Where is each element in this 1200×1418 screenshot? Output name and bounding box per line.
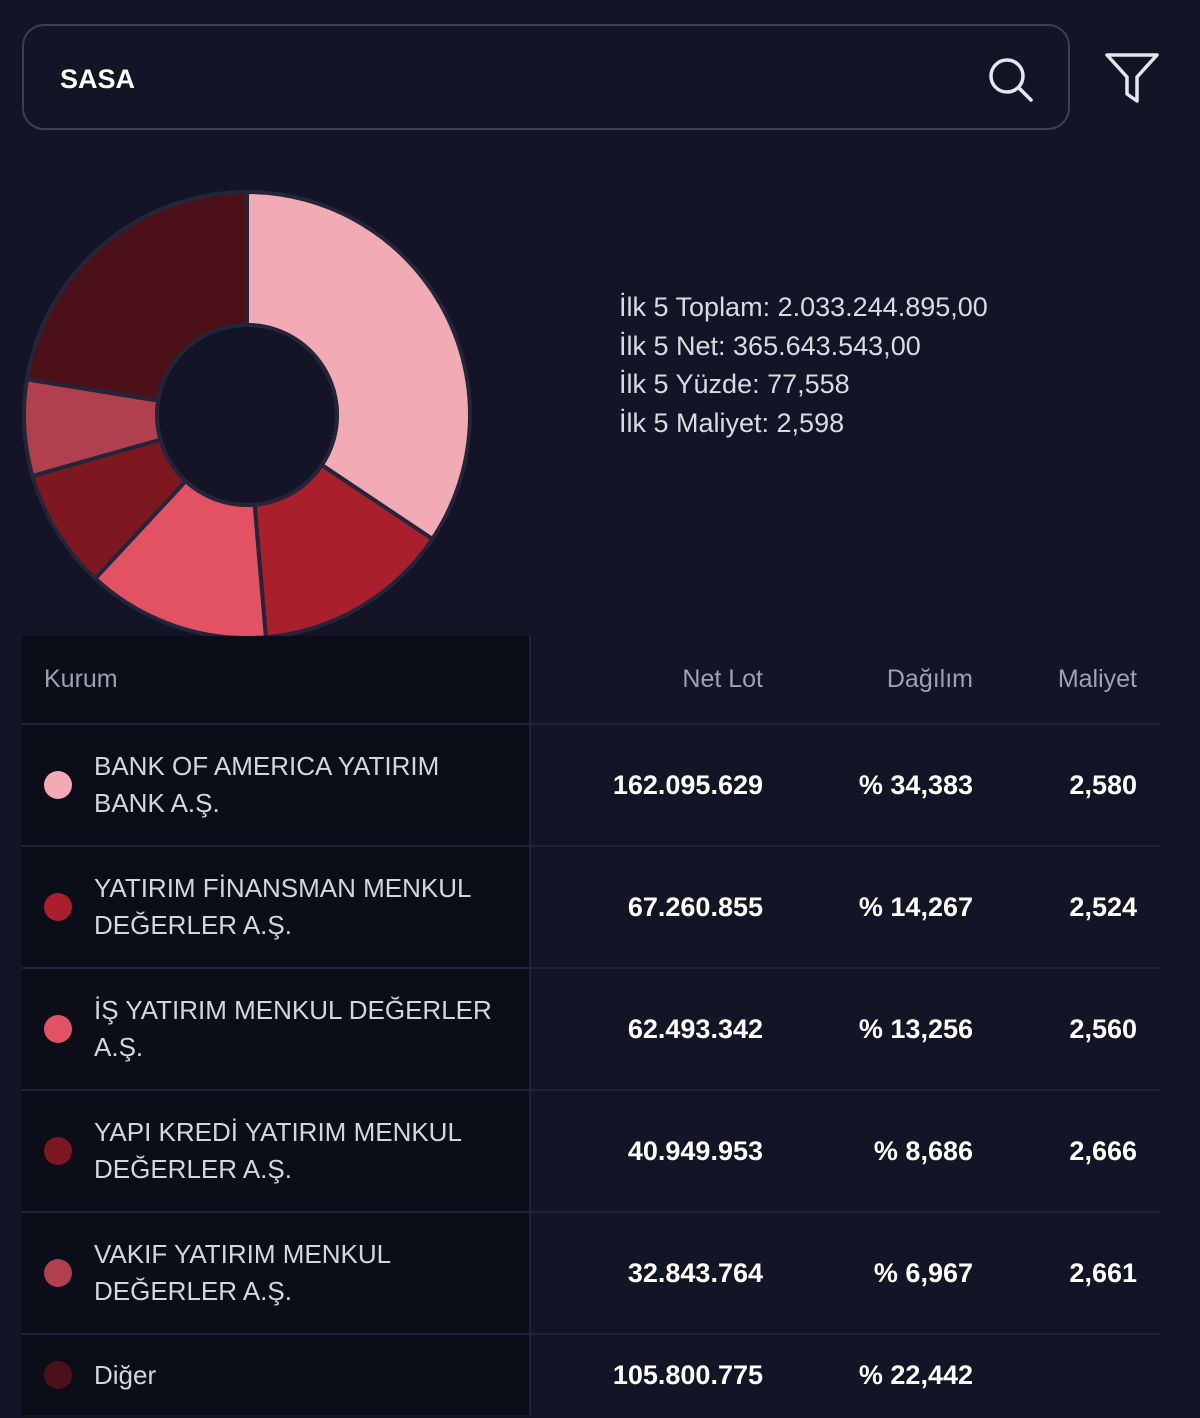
maliyet-value: 2,661 <box>1069 1257 1137 1288</box>
table-row[interactable]: YATIRIM FİNANSMAN MENKUL DEĞERLER A.Ş. 67… <box>22 847 1160 969</box>
search-box <box>22 24 1070 130</box>
net-lot-value: 105.800.775 <box>612 1359 763 1390</box>
dagilim-value: % 34,383 <box>858 769 973 800</box>
table-row[interactable]: VAKIF YATIRIM MENKUL DEĞERLER A.Ş. 32.843… <box>22 1213 1160 1335</box>
table-header: Kurum Net Lot Dağılım Maliyet <box>22 636 1160 725</box>
color-dot <box>44 893 72 921</box>
net-lot-value: 40.949.953 <box>627 1135 763 1166</box>
net-lot-value: 32.843.764 <box>627 1257 763 1288</box>
table-row[interactable]: BANK OF AMERICA YATIRIM BANK A.Ş. 162.095… <box>22 725 1160 847</box>
dagilim-value: % 8,686 <box>873 1135 973 1166</box>
header-dagilim[interactable]: Dağılım <box>886 665 973 693</box>
summary-yuzde: İlk 5 Yüzde: 77,558 <box>619 369 850 399</box>
summary-net: İlk 5 Net: 365.643.543,00 <box>619 330 921 361</box>
header-maliyet[interactable]: Maliyet <box>1057 665 1137 693</box>
search-input[interactable] <box>58 48 942 110</box>
net-lot-value: 162.095.629 <box>612 769 763 800</box>
filter-icon[interactable] <box>1104 52 1160 104</box>
summary-panel: İlk 5 Toplam: 2.033.244.895,00 İlk 5 Net… <box>619 288 988 442</box>
color-dot <box>44 1137 72 1165</box>
institution-name: BANK OF AMERICA YATIRIM BANK A.Ş. <box>94 751 440 818</box>
color-dot <box>44 771 72 799</box>
maliyet-value: 2,666 <box>1069 1135 1137 1166</box>
color-dot <box>44 1259 72 1287</box>
donut-hole <box>155 323 339 507</box>
institution-name: İŞ YATIRIM MENKUL DEĞERLER A.Ş. <box>94 995 492 1062</box>
summary-maliyet: İlk 5 Maliyet: 2,598 <box>619 407 845 438</box>
header-kurum[interactable]: Kurum <box>44 665 118 693</box>
institution-name: Diğer <box>94 1359 157 1390</box>
table-row[interactable]: İŞ YATIRIM MENKUL DEĞERLER A.Ş. 62.493.34… <box>22 969 1160 1091</box>
summary-toplam: İlk 5 Toplam: 2.033.244.895,00 <box>619 292 988 322</box>
search-icon[interactable] <box>986 55 1034 103</box>
donut-chart <box>22 189 472 636</box>
dagilim-value: % 13,256 <box>858 1013 973 1044</box>
institution-name: VAKIF YATIRIM MENKUL DEĞERLER A.Ş. <box>94 1239 392 1306</box>
institution-name: YATIRIM FİNANSMAN MENKUL DEĞERLER A.Ş. <box>94 873 472 940</box>
dagilim-value: % 22,442 <box>858 1359 973 1390</box>
chart-clip <box>0 0 1200 636</box>
maliyet-value: 2,580 <box>1069 769 1137 800</box>
color-dot <box>44 1015 72 1043</box>
table-row[interactable]: Diğer 105.800.775 % 22,442 <box>22 1335 1160 1415</box>
net-lot-value: 62.493.342 <box>627 1013 763 1044</box>
institution-name: YAPI KREDİ YATIRIM MENKUL DEĞERLER A.Ş. <box>94 1117 462 1184</box>
dagilim-value: % 14,267 <box>858 891 973 922</box>
header-net-lot[interactable]: Net Lot <box>682 665 763 693</box>
dagilim-value: % 6,967 <box>873 1257 973 1288</box>
institution-table: Kurum Net Lot Dağılım Maliyet BANK OF AM… <box>22 636 1160 1415</box>
maliyet-value: 2,560 <box>1069 1013 1137 1044</box>
table-row[interactable]: YAPI KREDİ YATIRIM MENKUL DEĞERLER A.Ş. 4… <box>22 1091 1160 1213</box>
maliyet-value: 2,524 <box>1069 891 1137 922</box>
color-dot <box>44 1361 72 1389</box>
net-lot-value: 67.260.855 <box>627 891 763 922</box>
